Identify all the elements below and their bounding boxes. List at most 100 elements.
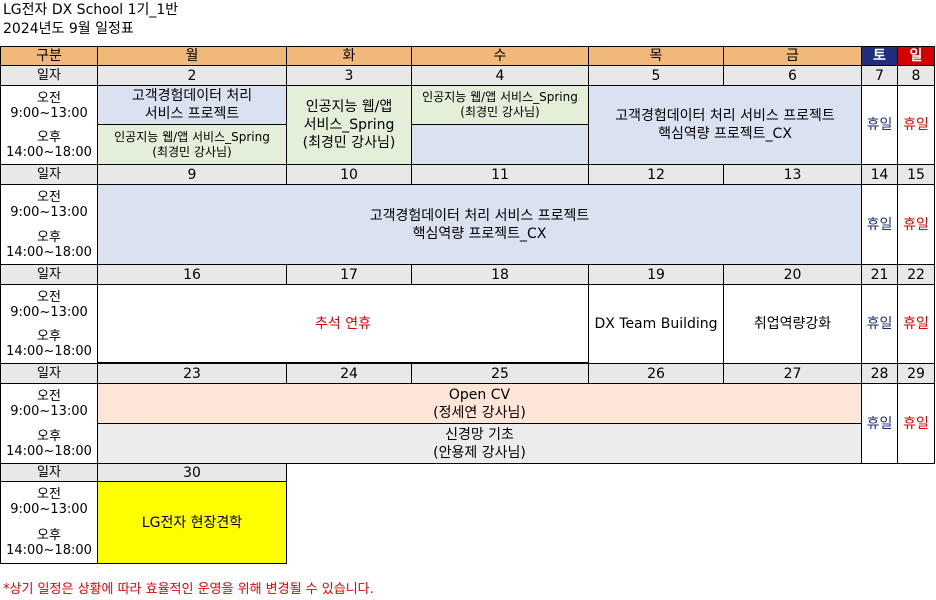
- am-time-text: 9:00~13:00: [10, 304, 88, 320]
- date-cell: 22: [898, 265, 935, 285]
- date-cell: 7: [862, 66, 898, 86]
- pm-label: 오후 14:00~18:00: [0, 424, 98, 464]
- event-text: 인공지능 웹/앱 서비스_Spring: [114, 129, 270, 144]
- date-label: 일자: [0, 66, 98, 86]
- am-label-text: 오전: [37, 289, 61, 305]
- date-cell: 11: [412, 165, 589, 185]
- event-project-wed-pm: [412, 125, 589, 165]
- holiday-sun: 휴일: [898, 384, 935, 464]
- date-cell: 15: [898, 165, 935, 185]
- event-lg-visit: LG전자 현장견학: [98, 482, 287, 564]
- event-spring-tue: 인공지능 웹/앱 서비스_Spring (최경민 강사님): [287, 86, 412, 165]
- am-time-text: 9:00~13:00: [10, 404, 88, 419]
- am-label: 오전 9:00~13:00: [0, 285, 98, 324]
- holiday-sun: 휴일: [898, 185, 935, 265]
- event-text: 핵심역량 프로젝트_CX: [658, 126, 792, 142]
- date-cell: 8: [898, 66, 935, 86]
- date-cell: 17: [287, 265, 412, 285]
- schedule-table: 구분 월 화 수 목 금 토 일 일자 2 3 4 5 6 7 8 오전 9:0…: [0, 46, 935, 565]
- date-cell: 19: [589, 265, 724, 285]
- event-text: 서비스 프로젝트: [144, 106, 240, 122]
- header-sat: 토: [862, 46, 898, 66]
- event-text: 고객경험데이터 처리 서비스 프로젝트: [369, 207, 590, 224]
- holiday-sat: 휴일: [862, 86, 898, 165]
- date-cell: 30: [98, 464, 287, 482]
- date-label: 일자: [0, 265, 98, 285]
- am-label-text: 오전: [37, 90, 61, 106]
- header-fri: 금: [724, 46, 862, 66]
- am-time-text: 9:00~13:00: [10, 205, 88, 220]
- header-tue: 화: [287, 46, 412, 66]
- event-team-building: DX Team Building: [589, 285, 724, 364]
- event-career: 취업역량강화: [724, 285, 862, 364]
- am-label: 오전 9:00~13:00: [0, 86, 98, 125]
- am-label: 오전 9:00~13:00: [0, 384, 98, 424]
- pm-label-text: 오후: [37, 129, 61, 145]
- event-spring-mon-pm: 인공지능 웹/앱 서비스_Spring (최경민 강사님): [98, 125, 287, 165]
- pm-label-text: 오후: [37, 328, 61, 344]
- event-text: (최경민 강사님): [460, 105, 540, 119]
- date-cell: 20: [724, 265, 862, 285]
- pm-time-text: 14:00~18:00: [6, 144, 92, 160]
- event-project-thu-fri: 고객경험데이터 처리 서비스 프로젝트 핵심역량 프로젝트_CX: [589, 86, 862, 165]
- am-label-text: 오전: [37, 487, 61, 502]
- date-cell: 6: [724, 66, 862, 86]
- date-cell: 23: [98, 364, 287, 384]
- header-gubun: 구분: [0, 46, 98, 66]
- pm-time-text: 14:00~18:00: [6, 443, 92, 459]
- holiday-sat: 휴일: [862, 285, 898, 364]
- event-text: 고객경험데이터 처리: [131, 88, 253, 104]
- pm-label: 오후 14:00~18:00: [0, 225, 98, 265]
- date-cell: 25: [412, 364, 589, 384]
- date-cell: 10: [287, 165, 412, 185]
- date-cell: 21: [862, 265, 898, 285]
- event-text: 고객경험데이터 처리 서비스 프로젝트: [615, 108, 835, 124]
- pm-time-text: 14:00~18:00: [6, 244, 92, 260]
- date-cell: 5: [589, 66, 724, 86]
- event-spring-wed-am: 인공지능 웹/앱 서비스_Spring (최경민 강사님): [412, 86, 589, 125]
- event-project-week2: 고객경험데이터 처리 서비스 프로젝트 핵심역량 프로젝트_CX: [98, 185, 862, 265]
- event-text: 인공지능 웹/앱: [305, 99, 393, 115]
- event-text: 핵심역량 프로젝트_CX: [412, 225, 547, 242]
- header-sun: 일: [898, 46, 935, 66]
- date-cell: 4: [412, 66, 589, 86]
- date-cell: 24: [287, 364, 412, 384]
- am-label: 오전 9:00~13:00: [0, 185, 98, 225]
- schedule-title: LG전자 DX School 1기_1반: [3, 2, 179, 18]
- footnote: *상기 일정은 상황에 따라 효율적인 운영을 위해 변경될 수 있습니다.: [3, 582, 374, 597]
- event-text: (정세연 강사님): [433, 404, 526, 421]
- holiday-sat: 휴일: [862, 185, 898, 265]
- pm-time-text: 14:00~18:00: [6, 542, 92, 558]
- am-label-text: 오전: [37, 190, 61, 205]
- pm-time-text: 14:00~18:00: [6, 343, 92, 359]
- holiday-sun: 휴일: [898, 285, 935, 364]
- date-label: 일자: [0, 464, 98, 482]
- pm-label: 오후 14:00~18:00: [0, 125, 98, 165]
- am-time-text: 9:00~13:00: [10, 105, 88, 121]
- pm-label-text: 오후: [37, 527, 61, 543]
- pm-label-text: 오후: [37, 229, 61, 245]
- date-label: 일자: [0, 364, 98, 384]
- event-neural-network: 신경망 기초 (안용제 강사님): [98, 424, 862, 464]
- event-text: Open CV: [448, 386, 511, 403]
- event-text: (안용제 강사님): [433, 444, 526, 461]
- date-cell: 18: [412, 265, 589, 285]
- event-text: (최경민 강사님): [302, 135, 396, 151]
- am-time-text: 9:00~13:00: [10, 502, 88, 517]
- header-mon: 월: [98, 46, 287, 66]
- date-cell: 28: [862, 364, 898, 384]
- holiday-sat: 휴일: [862, 384, 898, 464]
- date-cell: 26: [589, 364, 724, 384]
- event-text: 서비스_Spring: [303, 117, 395, 133]
- am-label-text: 오전: [37, 389, 61, 404]
- date-cell: 2: [98, 66, 287, 86]
- event-chuseok: 추석 연휴: [98, 285, 589, 364]
- header-wed: 수: [412, 46, 589, 66]
- header-thu: 목: [589, 46, 724, 66]
- pm-label-text: 오후: [37, 428, 61, 444]
- date-cell: 29: [898, 364, 935, 384]
- date-cell: 14: [862, 165, 898, 185]
- event-project-mon-am: 고객경험데이터 처리 서비스 프로젝트: [98, 86, 287, 125]
- date-cell: 27: [724, 364, 862, 384]
- date-cell: 3: [287, 66, 412, 86]
